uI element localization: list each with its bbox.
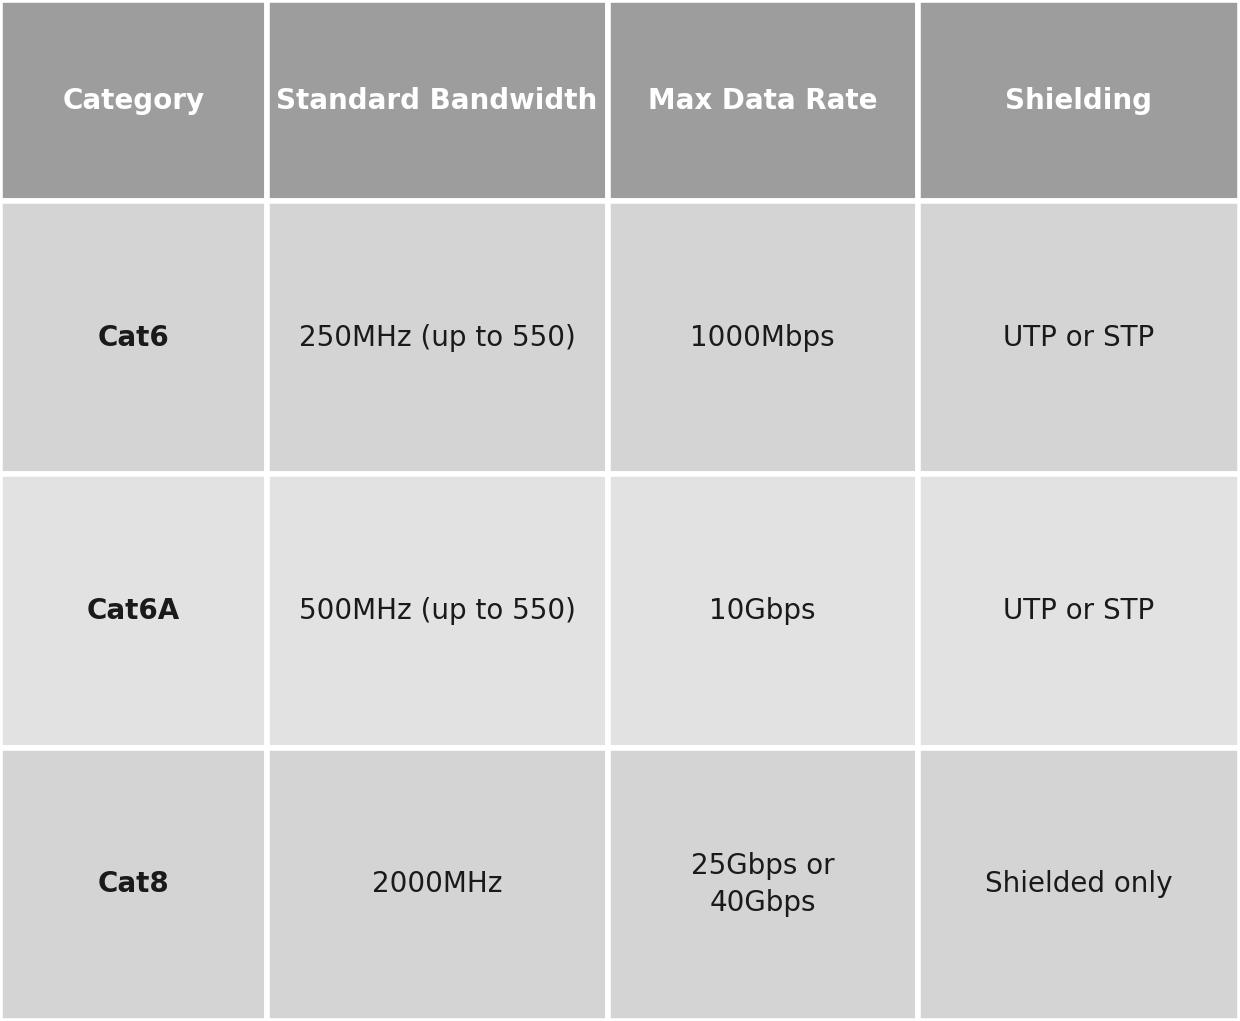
Bar [918, 747, 1240, 1021]
Bar [918, 0, 1240, 201]
Bar [0, 747, 267, 1021]
Text: UTP or STP: UTP or STP [1003, 324, 1154, 352]
Text: 1000Mbps: 1000Mbps [691, 324, 835, 352]
Text: Shielded only: Shielded only [985, 870, 1173, 898]
Bar [0, 201, 267, 475]
Bar [0, 475, 267, 747]
Bar [267, 201, 608, 475]
Text: Cat6A: Cat6A [87, 597, 180, 625]
Text: Cat6: Cat6 [98, 324, 169, 352]
Text: 25Gbps or
40Gbps: 25Gbps or 40Gbps [691, 852, 835, 917]
Bar [918, 475, 1240, 747]
Text: 2000MHz: 2000MHz [372, 870, 502, 898]
Text: 10Gbps: 10Gbps [709, 597, 816, 625]
Bar [608, 475, 918, 747]
Bar [918, 201, 1240, 475]
Text: Category: Category [62, 87, 205, 114]
Bar [608, 0, 918, 201]
Text: UTP or STP: UTP or STP [1003, 597, 1154, 625]
Bar [0, 0, 267, 201]
Bar [267, 475, 608, 747]
Text: 500MHz (up to 550): 500MHz (up to 550) [299, 597, 575, 625]
Bar [608, 747, 918, 1021]
Text: Standard Bandwidth: Standard Bandwidth [277, 87, 598, 114]
Bar [608, 201, 918, 475]
Text: Cat8: Cat8 [98, 870, 169, 898]
Bar [267, 0, 608, 201]
Text: Max Data Rate: Max Data Rate [647, 87, 878, 114]
Text: 250MHz (up to 550): 250MHz (up to 550) [299, 324, 575, 352]
Text: Shielding: Shielding [1006, 87, 1152, 114]
Bar [267, 747, 608, 1021]
